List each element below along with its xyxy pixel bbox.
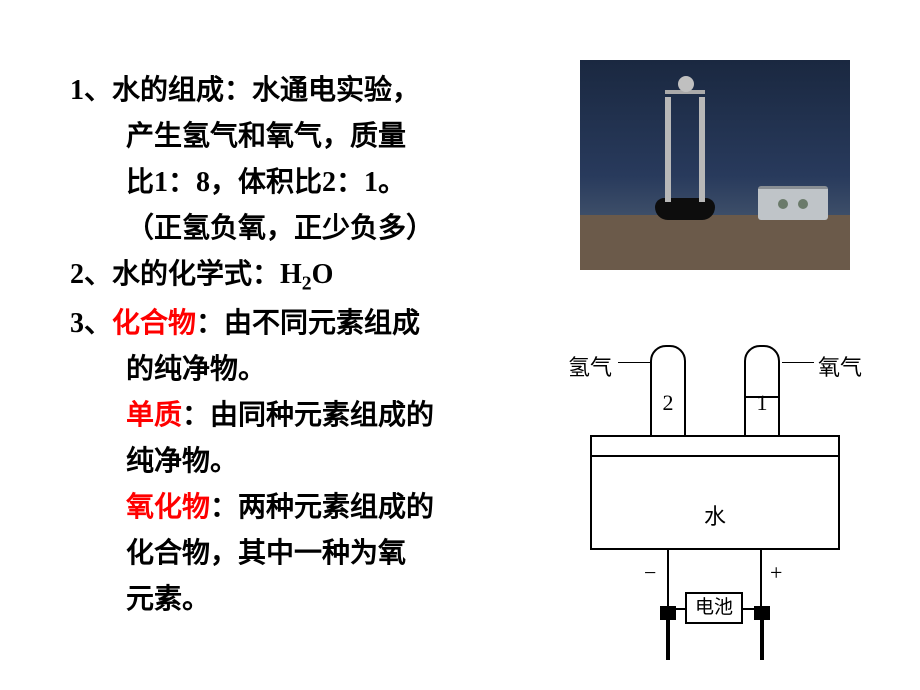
point-3-line2: 的纯净物。 bbox=[70, 349, 570, 391]
leader-line-left bbox=[618, 362, 650, 363]
point-3-line1: 3、化合物：由不同元素组成 bbox=[70, 303, 570, 345]
wire-down-right bbox=[760, 550, 762, 590]
term-element: 单质 bbox=[126, 400, 182, 431]
apparatus-tubes bbox=[665, 97, 671, 202]
label-water: 水 bbox=[592, 499, 838, 531]
terminal-positive: + bbox=[770, 560, 782, 586]
water-surface bbox=[592, 455, 838, 457]
point-3-num: 3、 bbox=[70, 308, 112, 339]
label-oxygen: 氧气 bbox=[818, 350, 862, 382]
term-oxide: 氧化物 bbox=[126, 492, 210, 523]
point-4-line2: 纯净物。 bbox=[70, 441, 570, 483]
point-5-line3: 元素。 bbox=[70, 579, 570, 621]
apparatus-bulb bbox=[678, 76, 694, 92]
table-surface bbox=[580, 215, 850, 270]
wire-vert-right bbox=[760, 588, 762, 610]
point-5-line2: 化合物，其中一种为氧 bbox=[70, 533, 570, 575]
wire-down-left bbox=[667, 550, 669, 590]
point-2: 2、水的化学式：H2O bbox=[70, 254, 570, 299]
apparatus-base bbox=[655, 198, 715, 220]
point-5-line1: 氧化物：两种元素组成的 bbox=[70, 487, 570, 529]
power-supply-box bbox=[758, 186, 828, 220]
point-4-rest: ：由同种元素组成的 bbox=[182, 400, 434, 431]
label-hydrogen: 氢气 bbox=[568, 350, 612, 382]
point-3-rest: ：由不同元素组成 bbox=[196, 308, 420, 339]
leader-line-right bbox=[782, 362, 814, 363]
wire-batt-right bbox=[743, 608, 762, 610]
point-2-text-a: 2、水的化学式：H bbox=[70, 259, 302, 290]
text-content: 1、水的组成：水通电实验， 产生氢气和氧气，质量 比1：8，体积比2：1。 （正… bbox=[70, 70, 570, 625]
point-1-line2: 产生氢气和氧气，质量 bbox=[70, 116, 570, 158]
point-4-line1: 单质：由同种元素组成的 bbox=[70, 395, 570, 437]
battery-box: 电池 bbox=[685, 592, 743, 624]
tube-left-number: 2 bbox=[650, 390, 686, 416]
term-compound: 化合物 bbox=[112, 308, 196, 339]
point-1-line3: 比1：8，体积比2：1。 bbox=[70, 162, 570, 204]
point-1-line4: （正氢负氧，正少负多） bbox=[70, 208, 570, 250]
wire-vert-left bbox=[667, 588, 669, 610]
point-1-line1: 1、水的组成：水通电实验， bbox=[70, 70, 570, 112]
point-5-rest: ：两种元素组成的 bbox=[210, 492, 434, 523]
experiment-photo bbox=[580, 60, 850, 270]
electrolysis-diagram: 氢气 氧气 ∘ ∘∘ ∘ ∘∘ ∘ ∘ ∘∘ ∘∘ 2 1 水 − + 电池 bbox=[570, 330, 860, 650]
point-2-subscript: 2 bbox=[302, 274, 312, 295]
point-2-text-b: O bbox=[312, 259, 334, 290]
wire-batt-left bbox=[667, 608, 685, 610]
tube-right-number: 1 bbox=[744, 390, 780, 416]
water-tank: 水 bbox=[590, 435, 840, 550]
terminal-negative: − bbox=[644, 560, 656, 586]
